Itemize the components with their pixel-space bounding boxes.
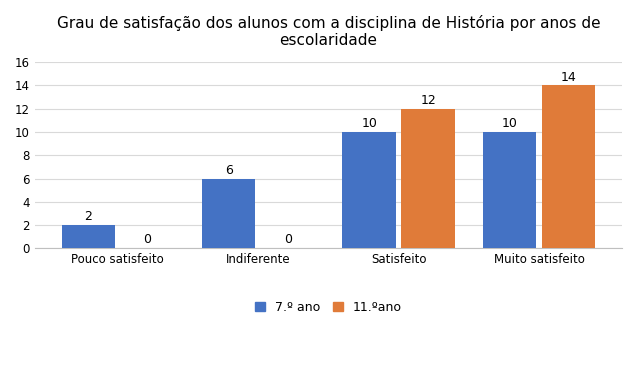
Bar [483, 132, 536, 249]
Text: 14: 14 [561, 70, 576, 84]
Text: 6: 6 [225, 164, 233, 177]
Legend: 7.º ano, 11.ºano: 7.º ano, 11.ºano [250, 296, 407, 319]
Bar [401, 109, 455, 249]
Text: 10: 10 [361, 117, 377, 130]
Text: 10: 10 [502, 117, 518, 130]
Bar [343, 132, 396, 249]
Bar [542, 86, 596, 249]
Bar [62, 225, 115, 249]
Text: 12: 12 [420, 94, 436, 107]
Bar [202, 178, 255, 249]
Title: Grau de satisfação dos alunos com a disciplina de História por anos de
escolarid: Grau de satisfação dos alunos com a disc… [57, 15, 600, 48]
Text: 0: 0 [283, 233, 292, 246]
Text: 0: 0 [143, 233, 151, 246]
Text: 2: 2 [84, 210, 92, 224]
